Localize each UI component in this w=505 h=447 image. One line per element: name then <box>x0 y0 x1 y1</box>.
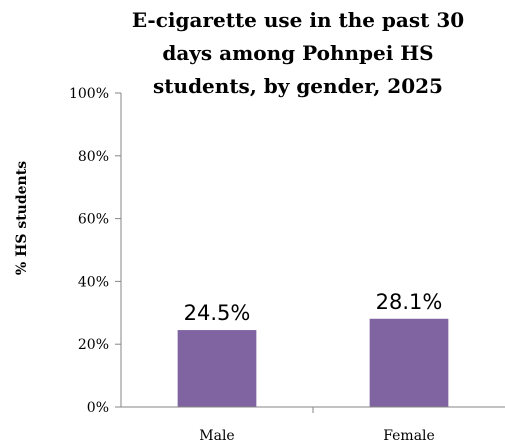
data-label-female: 28.1% <box>376 290 443 314</box>
bar-male <box>177 330 257 407</box>
y-tick-label: 0% <box>87 400 109 416</box>
bar-female <box>369 318 449 407</box>
data-label-male: 24.5% <box>184 301 251 325</box>
y-tick-label: 60% <box>78 212 109 228</box>
chart-title-line-1: E-cigarette use in the past 30 <box>132 8 464 32</box>
chart-title-line-3: students, by gender, 2025 <box>153 74 443 98</box>
y-axis-label: % HS students <box>14 161 30 275</box>
y-tick-label: 40% <box>78 274 109 290</box>
y-tick-label: 100% <box>69 86 109 102</box>
x-tick-label-male: Male <box>199 428 234 444</box>
bars: 24.5% Male 28.1% Female <box>177 290 449 444</box>
axes <box>120 93 505 413</box>
y-axis-ticks: 0% 20% 40% 60% 80% 100% <box>69 86 121 416</box>
y-tick-label: 20% <box>78 337 109 353</box>
chart-title-line-2: days among Pohnpei HS <box>162 41 433 65</box>
y-tick-label: 80% <box>78 149 109 165</box>
x-tick-label-female: Female <box>383 428 435 444</box>
